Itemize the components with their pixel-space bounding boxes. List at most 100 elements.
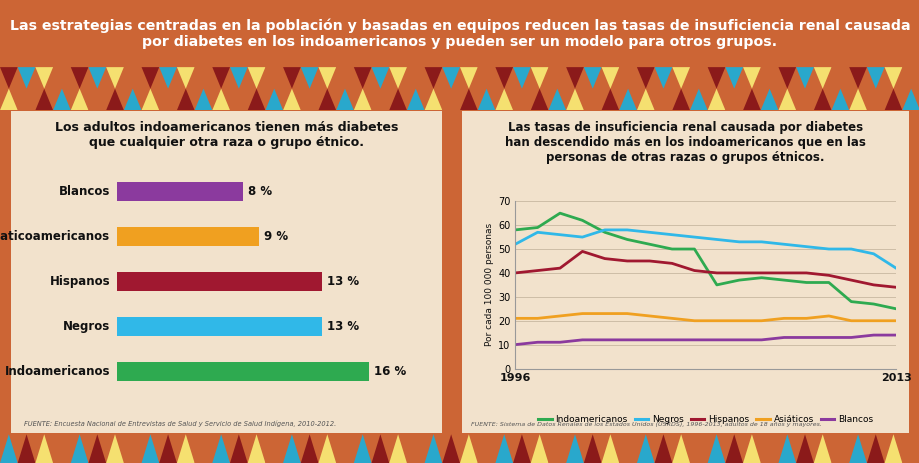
Polygon shape: [724, 67, 743, 88]
Polygon shape: [318, 67, 335, 88]
Polygon shape: [848, 88, 866, 110]
Polygon shape: [406, 434, 425, 463]
Polygon shape: [71, 67, 88, 88]
Polygon shape: [618, 88, 636, 110]
Polygon shape: [672, 434, 689, 463]
Polygon shape: [707, 67, 724, 88]
Polygon shape: [795, 434, 813, 463]
Polygon shape: [831, 67, 848, 88]
Polygon shape: [442, 434, 460, 463]
Polygon shape: [283, 67, 301, 88]
Polygon shape: [35, 434, 53, 463]
Text: 16 %: 16 %: [374, 365, 406, 378]
Polygon shape: [689, 434, 707, 463]
Polygon shape: [494, 434, 513, 463]
Bar: [117, 317, 322, 336]
Polygon shape: [425, 434, 442, 463]
Polygon shape: [212, 88, 230, 110]
Polygon shape: [601, 67, 618, 88]
Polygon shape: [301, 434, 318, 463]
Polygon shape: [743, 67, 760, 88]
Polygon shape: [0, 434, 17, 463]
Polygon shape: [371, 67, 389, 88]
Polygon shape: [176, 67, 195, 88]
Polygon shape: [88, 67, 106, 88]
Polygon shape: [848, 67, 866, 88]
Polygon shape: [477, 434, 494, 463]
Polygon shape: [884, 88, 902, 110]
Polygon shape: [584, 88, 601, 110]
Polygon shape: [565, 88, 584, 110]
Polygon shape: [17, 67, 35, 88]
Polygon shape: [53, 434, 71, 463]
Polygon shape: [584, 67, 601, 88]
Polygon shape: [530, 88, 548, 110]
Polygon shape: [866, 434, 884, 463]
Y-axis label: Por cada 100 000 personas: Por cada 100 000 personas: [484, 223, 494, 346]
Polygon shape: [283, 434, 301, 463]
Polygon shape: [513, 67, 530, 88]
Text: Los adultos indoamericanos tienen más diabetes
que cualquier otra raza o grupo é: Los adultos indoamericanos tienen más di…: [54, 121, 398, 149]
Text: 8 %: 8 %: [247, 185, 272, 198]
Polygon shape: [513, 434, 530, 463]
Polygon shape: [425, 67, 442, 88]
Polygon shape: [494, 67, 513, 88]
Polygon shape: [159, 67, 176, 88]
Polygon shape: [406, 88, 425, 110]
Polygon shape: [477, 88, 494, 110]
Bar: [117, 272, 322, 291]
Polygon shape: [106, 67, 124, 88]
Polygon shape: [442, 88, 460, 110]
Polygon shape: [813, 88, 831, 110]
Polygon shape: [565, 434, 584, 463]
Text: Las tasas de insuficiencia renal causada por diabetes
han descendido más en los : Las tasas de insuficiencia renal causada…: [505, 121, 865, 164]
Polygon shape: [884, 434, 902, 463]
Polygon shape: [707, 88, 724, 110]
Polygon shape: [17, 434, 35, 463]
Polygon shape: [848, 434, 866, 463]
Polygon shape: [548, 67, 565, 88]
Polygon shape: [301, 67, 318, 88]
Polygon shape: [318, 88, 335, 110]
Polygon shape: [777, 88, 795, 110]
Polygon shape: [866, 88, 884, 110]
Polygon shape: [601, 434, 618, 463]
Text: 13 %: 13 %: [326, 275, 358, 288]
Polygon shape: [247, 67, 265, 88]
Polygon shape: [124, 88, 142, 110]
Polygon shape: [601, 88, 618, 110]
Polygon shape: [707, 434, 724, 463]
Polygon shape: [265, 67, 283, 88]
Polygon shape: [636, 434, 654, 463]
Text: 13 %: 13 %: [326, 320, 358, 333]
Polygon shape: [35, 88, 53, 110]
Polygon shape: [654, 67, 672, 88]
Polygon shape: [124, 67, 142, 88]
Polygon shape: [902, 434, 919, 463]
Polygon shape: [389, 88, 406, 110]
Polygon shape: [494, 88, 513, 110]
Polygon shape: [17, 88, 35, 110]
Polygon shape: [618, 434, 636, 463]
Polygon shape: [265, 434, 283, 463]
Polygon shape: [743, 434, 760, 463]
Text: 9 %: 9 %: [263, 230, 288, 243]
FancyBboxPatch shape: [452, 105, 917, 439]
Polygon shape: [636, 67, 654, 88]
Polygon shape: [124, 434, 142, 463]
Polygon shape: [513, 88, 530, 110]
Polygon shape: [477, 67, 494, 88]
Polygon shape: [371, 434, 389, 463]
Text: FUENTE: Encuesta Nacional de Entrevistas de Salud y Servicio de Salud Indígena, : FUENTE: Encuesta Nacional de Entrevistas…: [24, 420, 335, 427]
Polygon shape: [724, 434, 743, 463]
Polygon shape: [371, 88, 389, 110]
Polygon shape: [335, 434, 354, 463]
Polygon shape: [230, 88, 247, 110]
Polygon shape: [902, 88, 919, 110]
Polygon shape: [565, 67, 584, 88]
Polygon shape: [212, 434, 230, 463]
Text: Hispanos: Hispanos: [50, 275, 110, 288]
Polygon shape: [760, 434, 777, 463]
Polygon shape: [247, 434, 265, 463]
Polygon shape: [743, 88, 760, 110]
